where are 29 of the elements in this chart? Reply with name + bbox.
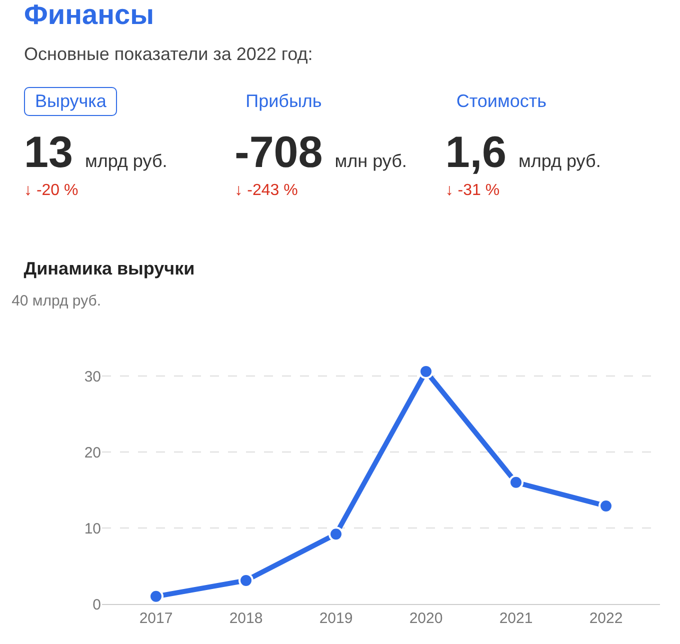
point (328, 526, 344, 542)
x-tick-label: 2017 (139, 610, 173, 627)
text: Стоимость (455, 90, 548, 113)
x-tick-label: 2020 (409, 610, 443, 627)
text: ↓ -243 % (234, 182, 299, 200)
y-tick-label: 20 (84, 444, 101, 462)
chart-title: Динамика выручки (24, 258, 195, 278)
text: -708 (234, 128, 323, 177)
text: ↓ -31 % (445, 182, 501, 200)
text: Финансы (24, 0, 155, 30)
text: 1,6 (445, 128, 507, 177)
text: Основные показатели за 2022 год: (24, 44, 314, 65)
point (508, 474, 524, 490)
x-tick-label: 2019 (319, 610, 353, 627)
x-tick-label: 2022 (589, 610, 623, 627)
text: Прибыль (244, 90, 323, 113)
y-tick-label: 30 (84, 368, 101, 386)
text: млрд руб. (84, 151, 168, 171)
x-tick-label: 2021 (499, 610, 533, 627)
point (148, 588, 164, 604)
text: млн руб. (334, 151, 407, 171)
text: млрд руб. (518, 151, 601, 171)
y-tick-label: 40 млрд руб. (12, 292, 101, 310)
text: Выручка (24, 87, 118, 116)
text: ↓ -20 % (24, 182, 80, 200)
y-tick-label: 0 (92, 596, 101, 614)
x-tick-label: 2018 (229, 610, 263, 627)
text: 13 (24, 128, 73, 177)
y-tick-label: 10 (84, 520, 101, 538)
